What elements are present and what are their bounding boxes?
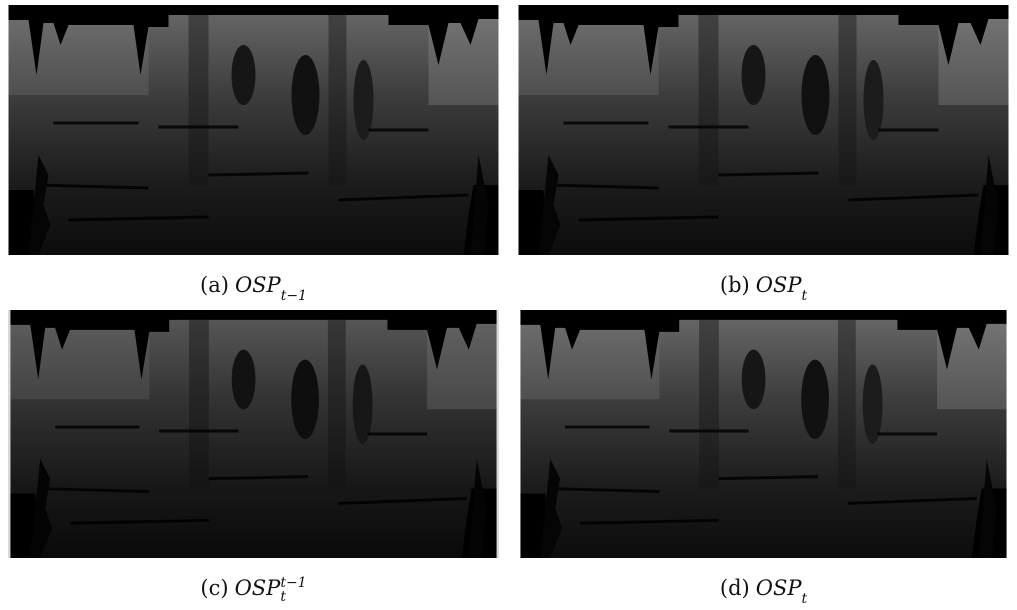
sub: t	[801, 289, 807, 303]
sup: t−1	[280, 576, 306, 590]
sub: t	[280, 590, 306, 604]
depth-image	[518, 5, 1009, 255]
sym: OSP	[235, 273, 281, 297]
depth-image	[8, 310, 499, 558]
scripts: t	[801, 592, 807, 606]
scripts: t	[801, 289, 807, 303]
sym: OSP	[235, 576, 281, 600]
figure-page: (a)OSPt−1 (b)OSPt (c)OSPt−1t (d)OSPt (()…	[0, 0, 1017, 610]
sub: t−1	[281, 289, 307, 303]
depth-image	[518, 310, 1009, 558]
label: (c)	[200, 576, 228, 600]
scripts: t−1	[281, 289, 307, 303]
label: (a)	[200, 273, 229, 297]
label: (d)	[720, 576, 750, 600]
label: (b)	[720, 273, 750, 297]
sym: OSP	[756, 576, 802, 600]
depth-image	[8, 5, 499, 255]
sub: t	[801, 592, 807, 606]
sym: OSP	[756, 273, 802, 297]
